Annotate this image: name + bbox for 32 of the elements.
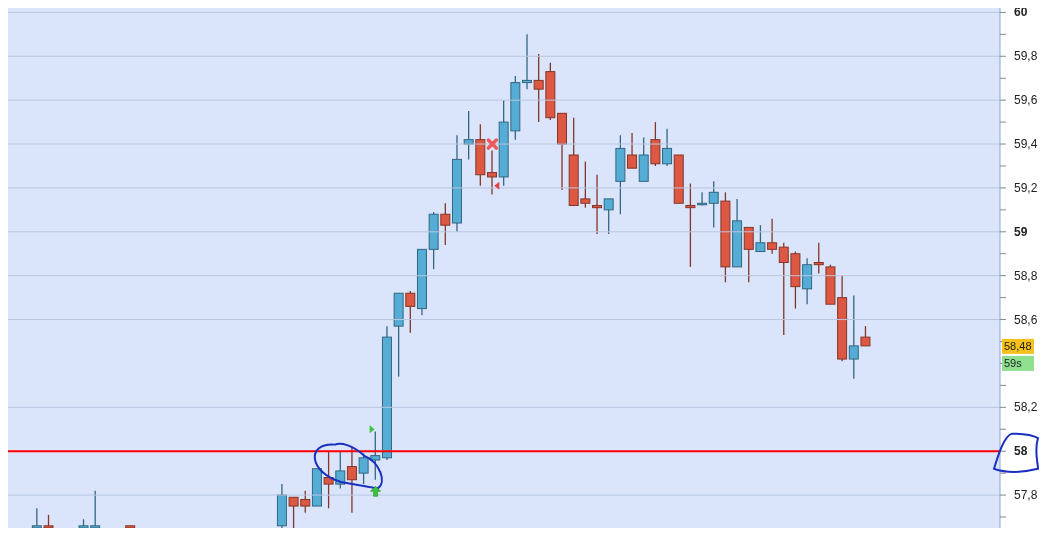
candlestick	[370, 430, 381, 481]
candlestick	[685, 182, 696, 268]
candlestick	[440, 202, 451, 246]
candlestick	[708, 180, 719, 229]
y-tick-label: 59,2	[1014, 180, 1038, 195]
candlestick	[813, 242, 824, 275]
candlestick	[743, 226, 754, 283]
candlestick	[323, 450, 334, 509]
candlestick	[522, 33, 533, 90]
y-tick-label: 57,8	[1014, 488, 1038, 503]
text: 59s	[1004, 356, 1023, 369]
candlestick	[405, 290, 416, 334]
y-tick-label: 58,6	[1014, 312, 1038, 327]
annotation: 58,48	[1004, 339, 1032, 352]
candlestick	[662, 128, 673, 167]
y-tick-label: 58	[1014, 444, 1028, 459]
candlestick	[603, 198, 614, 235]
y-tick-label: 58,8	[1014, 268, 1038, 283]
candlestick	[627, 132, 638, 169]
y-tick-label: 59,8	[1014, 49, 1038, 64]
candlestick	[755, 224, 766, 253]
candlestick	[767, 217, 778, 255]
y-tick-label: 58,2	[1014, 400, 1038, 415]
y-tick-label: 59,4	[1014, 137, 1038, 152]
candlestick	[592, 174, 603, 235]
candlestick	[848, 294, 859, 380]
candlestick	[358, 452, 369, 485]
y-tick-label: 59	[1014, 224, 1028, 239]
candlestick	[860, 325, 871, 347]
candlestick	[346, 446, 357, 514]
y-tick-label: 60	[1014, 5, 1028, 20]
y-tick-label: 59,6	[1014, 93, 1038, 108]
